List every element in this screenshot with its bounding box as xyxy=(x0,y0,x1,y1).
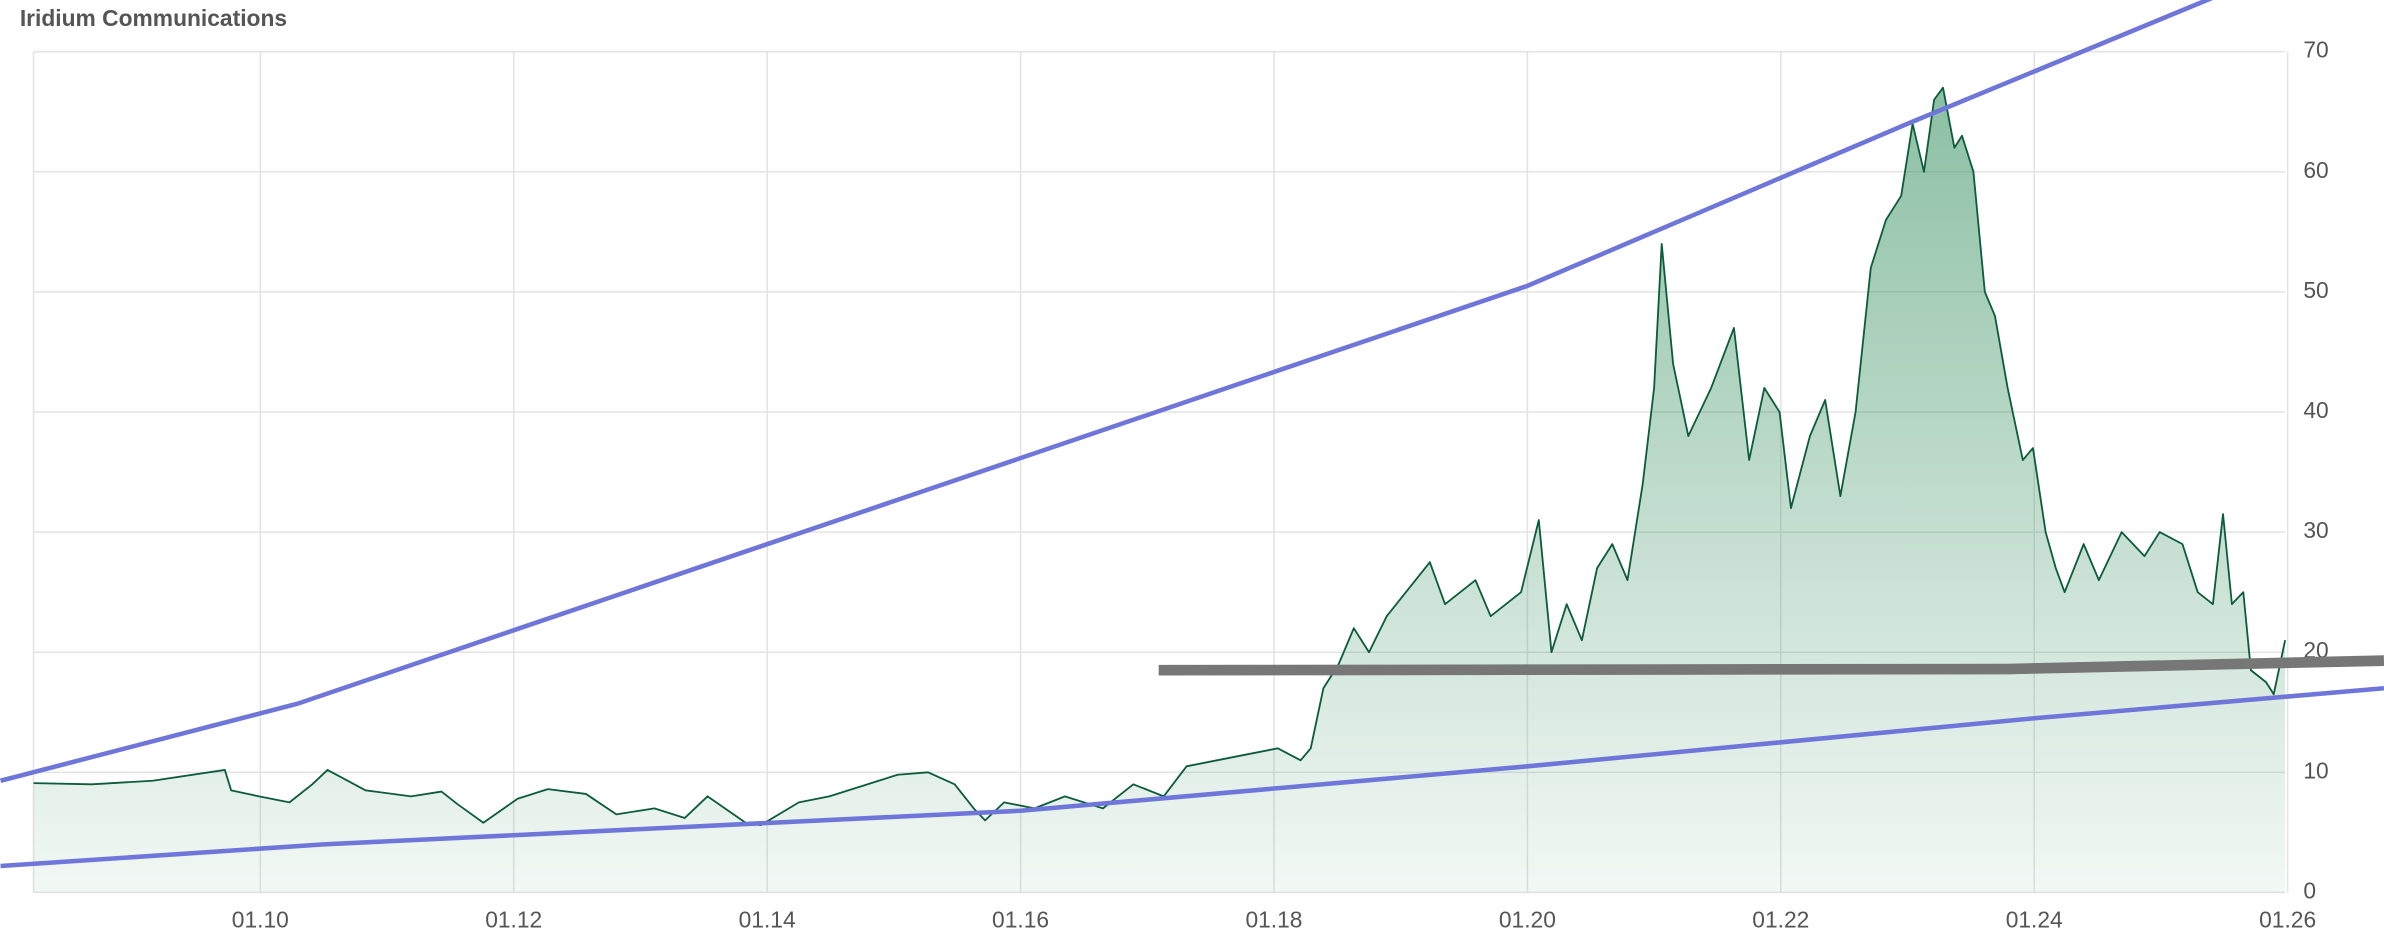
x-tick-label: 01.14 xyxy=(739,906,796,932)
x-tick-label: 01.26 xyxy=(2259,906,2316,932)
y-tick-label: 50 xyxy=(2303,277,2328,303)
y-tick-label: 60 xyxy=(2303,157,2328,183)
x-tick-label: 01.10 xyxy=(232,906,289,932)
trend-line xyxy=(0,0,2214,783)
x-tick-label: 01.24 xyxy=(2006,906,2063,932)
y-tick-label: 70 xyxy=(2303,37,2328,63)
x-tick-label: 01.20 xyxy=(1499,906,1556,932)
y-tick-label: 10 xyxy=(2303,757,2328,783)
trend-line xyxy=(0,685,2384,869)
x-tick-label: 01.12 xyxy=(485,906,542,932)
y-tick-label: 30 xyxy=(2303,517,2328,543)
x-tick-label: 01.18 xyxy=(1245,906,1302,932)
trend-line xyxy=(1158,655,2384,676)
x-tick-label: 01.16 xyxy=(992,906,1049,932)
line xyxy=(33,86,2287,827)
area xyxy=(33,87,2286,893)
x-tick-label: 01.22 xyxy=(1752,906,1809,932)
y-tick-label: 40 xyxy=(2303,397,2328,423)
plot xyxy=(33,86,2287,893)
chart-title: Iridium Communications xyxy=(20,5,287,31)
overlay xyxy=(0,0,2384,869)
y-tick-label: 0 xyxy=(2303,877,2316,903)
